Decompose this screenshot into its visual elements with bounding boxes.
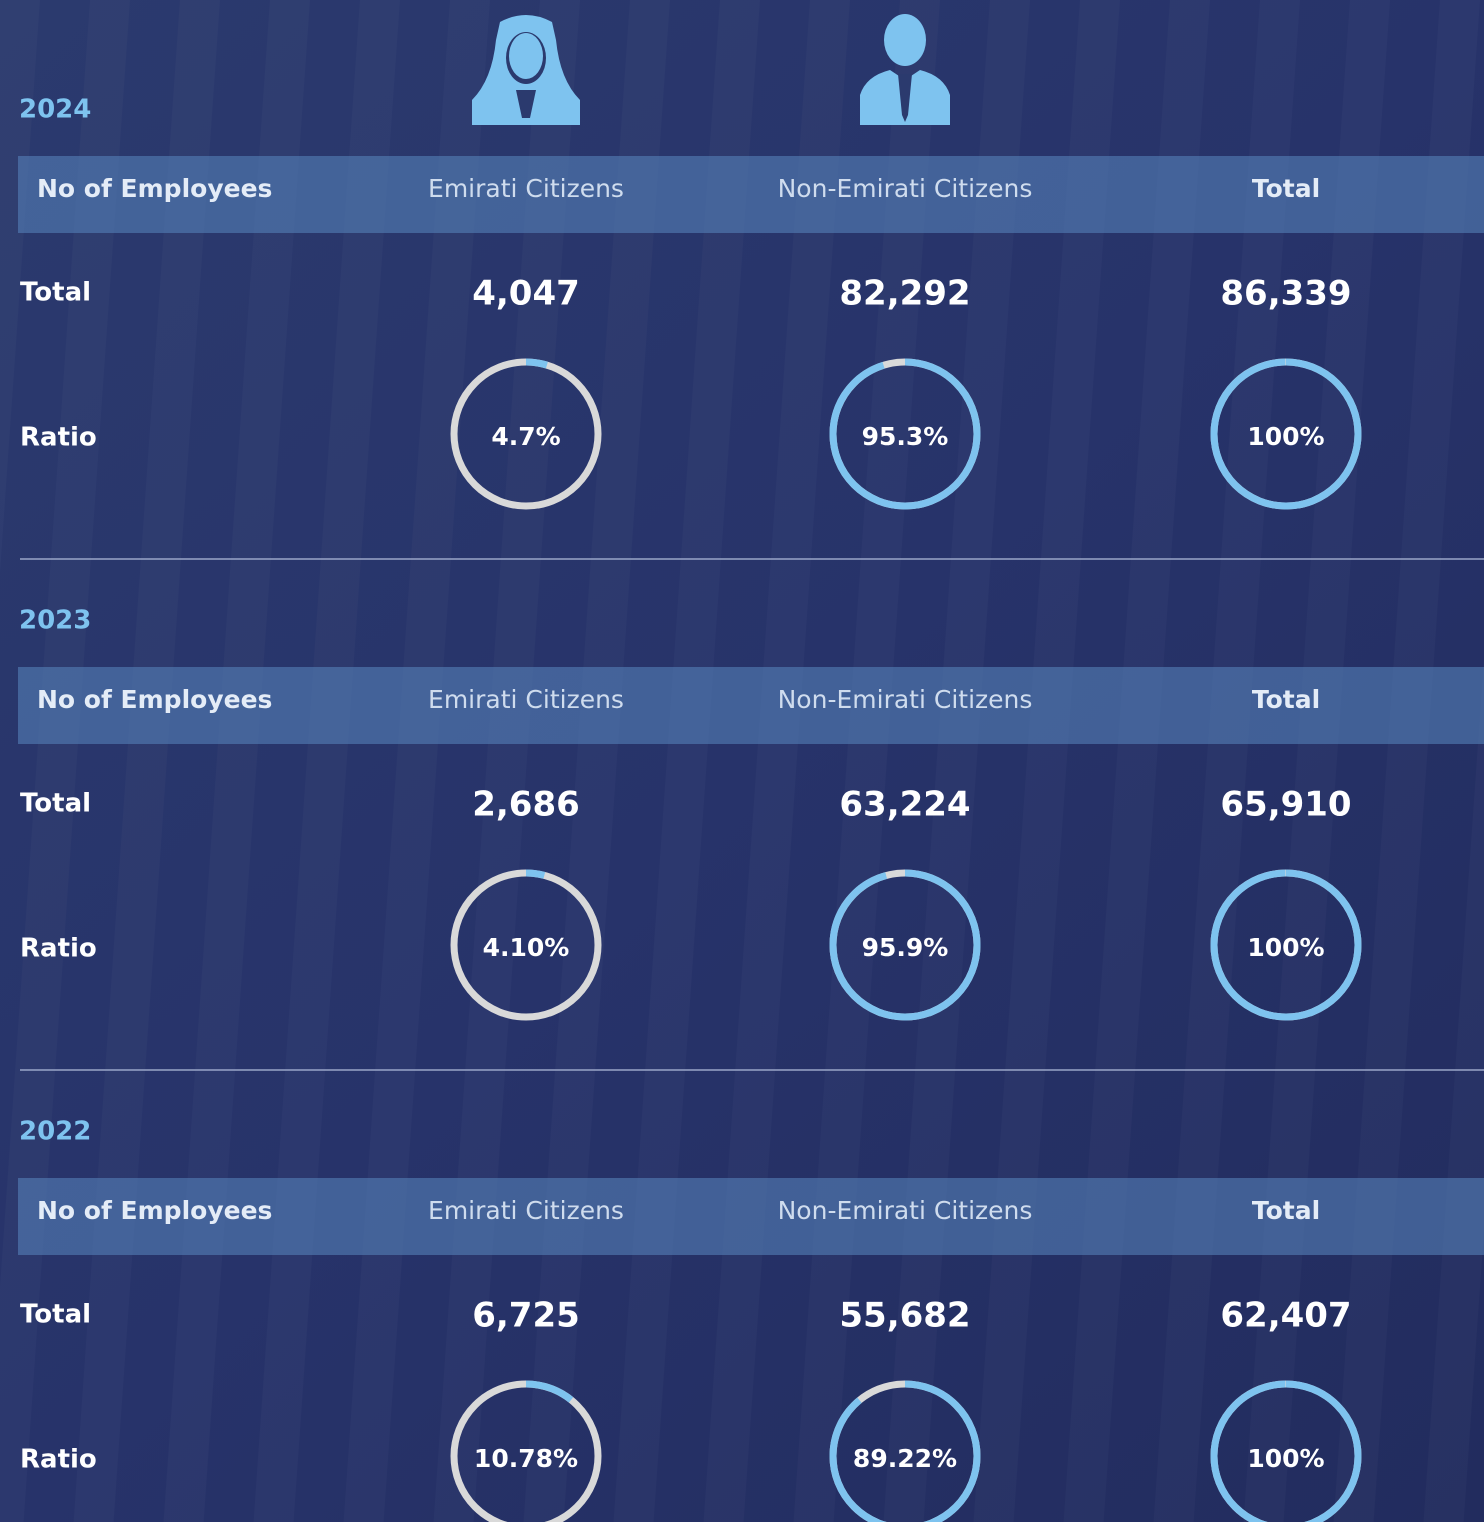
total-value: 65,910 [1220, 785, 1351, 825]
header-cell: No of Employees [37, 1196, 272, 1225]
header-band [18, 156, 1484, 233]
ring-arc [1210, 869, 1362, 1021]
ratio-label: 4.7% [491, 422, 560, 451]
ring-arc [829, 1380, 981, 1522]
row-label: Total [20, 1300, 91, 1330]
non-emirati-icon [860, 14, 950, 125]
ratio-label: 100% [1247, 933, 1324, 962]
emirati-icon [472, 15, 580, 125]
ratio-label: 100% [1247, 1444, 1324, 1473]
header-band [18, 667, 1484, 744]
row-label: Ratio [20, 1445, 97, 1475]
ratio-label: 10.78% [474, 1444, 578, 1473]
ratio-label: 4.10% [483, 933, 570, 962]
row-label: Ratio [20, 423, 97, 453]
header-band [18, 1178, 1484, 1255]
row-label: Total [20, 789, 91, 819]
ratio-label: 95.9% [862, 933, 949, 962]
row-label: Total [20, 278, 91, 308]
total-value: 55,682 [839, 1296, 970, 1336]
header-cell: Total [1252, 1196, 1320, 1225]
total-value: 4,047 [472, 274, 580, 314]
header-cell: Total [1252, 174, 1320, 203]
year: 2024 [19, 95, 91, 125]
ring-arc [450, 869, 602, 1021]
header-cell: Emirati Citizens [428, 174, 624, 203]
header-cell: Total [1252, 685, 1320, 714]
ring-arc [829, 869, 981, 1021]
total-value: 62,407 [1220, 1296, 1351, 1336]
ratio-label: 89.22% [853, 1444, 957, 1473]
ratio-label: 95.3% [862, 422, 949, 451]
total-value: 63,224 [839, 785, 970, 825]
total-value: 2,686 [472, 785, 580, 825]
ring-arc [1210, 1380, 1362, 1522]
ring-arc [450, 358, 602, 510]
ring-arc [829, 358, 981, 510]
header-cell: No of Employees [37, 685, 272, 714]
header-cell: Non-Emirati Citizens [778, 1196, 1033, 1225]
total-value: 86,339 [1220, 274, 1351, 314]
header-cell: Non-Emirati Citizens [778, 174, 1033, 203]
row-label: Ratio [20, 934, 97, 964]
header-cell: Emirati Citizens [428, 685, 624, 714]
year: 2023 [19, 606, 91, 636]
header-cell: Non-Emirati Citizens [778, 685, 1033, 714]
ratio-label: 100% [1247, 422, 1324, 451]
total-value: 6,725 [472, 1296, 580, 1336]
header-cell: No of Employees [37, 174, 272, 203]
year: 2022 [19, 1117, 91, 1147]
header-cell: Emirati Citizens [428, 1196, 624, 1225]
ring-arc [1210, 358, 1362, 510]
total-value: 82,292 [839, 274, 970, 314]
ring-arc [450, 1380, 602, 1522]
